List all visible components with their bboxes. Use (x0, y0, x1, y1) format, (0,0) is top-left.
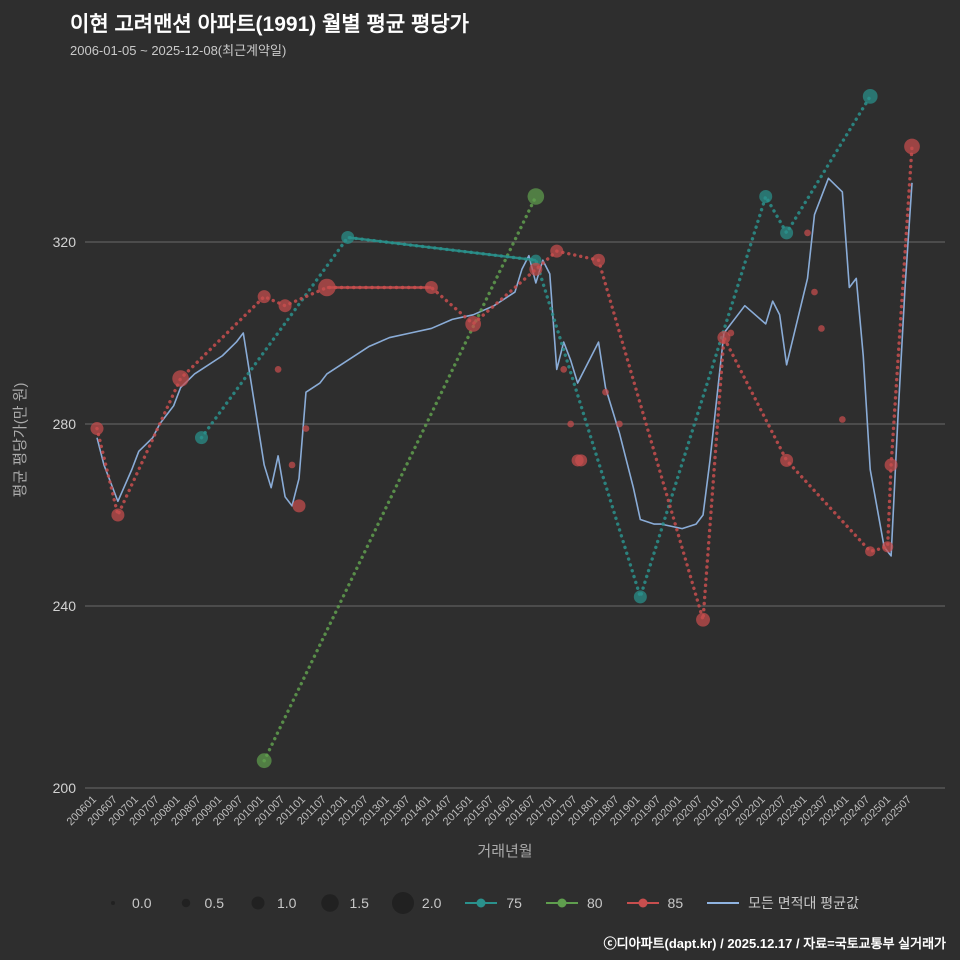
data-point (884, 458, 898, 472)
data-point (530, 254, 542, 266)
series-marker-icon (626, 898, 659, 908)
grid-layer (85, 241, 945, 789)
data-point (592, 253, 606, 267)
source-attribution: ⓒ디아파트(dapt.kr) / 2025.12.17 / 자료=국토교통부 실… (603, 936, 946, 951)
data-point (575, 454, 588, 467)
page-subtitle: 2006-01-05 ~ 2025-12-08(최근계약일) (70, 43, 287, 58)
data-point (90, 422, 104, 436)
data-point (904, 138, 920, 155)
legend-size-label: 1.5 (349, 895, 369, 911)
data-point (424, 281, 438, 294)
data-point (288, 461, 296, 469)
data-point (256, 753, 272, 769)
size-bubble-icon (251, 896, 265, 910)
data-point (529, 262, 543, 276)
data-point (602, 388, 609, 396)
series-line-80 (262, 194, 538, 763)
legend-series-label: 모든 면적대 평균값 (748, 895, 859, 911)
data-point (633, 590, 647, 604)
data-point (811, 288, 818, 296)
data-point (111, 508, 125, 522)
size-bubble-icon (181, 898, 190, 908)
series-marker-icon (465, 898, 498, 908)
y-tick-label: 280 (53, 416, 77, 432)
data-point (302, 425, 310, 432)
legend-size-item: 0.0 (101, 891, 152, 915)
legend-series-item: 80 (544, 895, 603, 911)
data-point (550, 244, 564, 258)
legend-series-item: 75 (463, 895, 522, 911)
data-point (278, 299, 292, 313)
data-point (818, 325, 825, 332)
data-point (759, 190, 773, 203)
data-point (717, 331, 731, 345)
data-point (341, 230, 355, 244)
legend-series-label: 85 (667, 895, 684, 911)
size-bubble-icon (321, 894, 340, 912)
data-point (780, 226, 794, 240)
series-line-75 (199, 94, 872, 603)
data-point (194, 431, 208, 445)
y-tick-label: 320 (53, 234, 77, 250)
series-line-모든 면적대 평균값 (96, 177, 913, 557)
y-axis-label: 평균 평당가(만 원) (12, 383, 29, 498)
page-title: 이현 고려맨션 아파트(1991) 월별 평균 평당가 (70, 13, 469, 36)
legend-size-item: 2.0 (391, 891, 441, 915)
data-point (838, 416, 846, 423)
series-marker-icon (707, 902, 740, 904)
legend-size-item: 1.0 (246, 891, 296, 915)
legend-series-label: 80 (586, 895, 603, 911)
data-point (527, 188, 545, 205)
legend-series-item: 85 (625, 895, 684, 911)
legend-size-label: 1.0 (276, 895, 297, 911)
data-point (560, 366, 568, 373)
data-point (804, 229, 811, 237)
chart-legend: 0.0 0.5 1.0 1.5 2.0 75 80 85 모든 면적대 평균값 (0, 891, 960, 915)
data-point (292, 499, 306, 513)
size-bubble-icon (111, 901, 116, 905)
data-point (616, 420, 623, 428)
series-layer (90, 89, 920, 769)
x-axis-label: 거래년월 (477, 843, 532, 860)
data-point (865, 546, 876, 557)
legend-size-label: 0.5 (204, 895, 224, 911)
data-point (727, 329, 735, 337)
legend-size-item: 0.5 (174, 891, 224, 915)
data-point (172, 370, 189, 387)
data-point (274, 366, 282, 373)
series-solid-segment (347, 236, 536, 262)
size-bubble-icon (391, 892, 414, 914)
data-point (465, 316, 482, 332)
y-tick-label: 240 (53, 598, 77, 614)
data-point (882, 541, 894, 553)
series-line-85 (95, 144, 914, 621)
data-point (696, 612, 710, 627)
data-point (862, 89, 878, 104)
legend-size-label: 0.0 (132, 895, 152, 911)
legend-series-item: 모든 면적대 평균값 (705, 893, 859, 913)
y-tick-label: 200 (53, 780, 77, 796)
legend-size-label: 2.0 (421, 895, 442, 911)
legend-size-item: 1.5 (318, 891, 369, 915)
data-point (567, 420, 575, 428)
tick-layer: 2002402803202006012006072007012007072008… (53, 234, 914, 828)
data-point (780, 453, 794, 467)
data-point (318, 278, 336, 297)
data-point (257, 290, 271, 304)
series-marker-icon (545, 898, 578, 908)
legend-series-label: 75 (506, 895, 522, 911)
